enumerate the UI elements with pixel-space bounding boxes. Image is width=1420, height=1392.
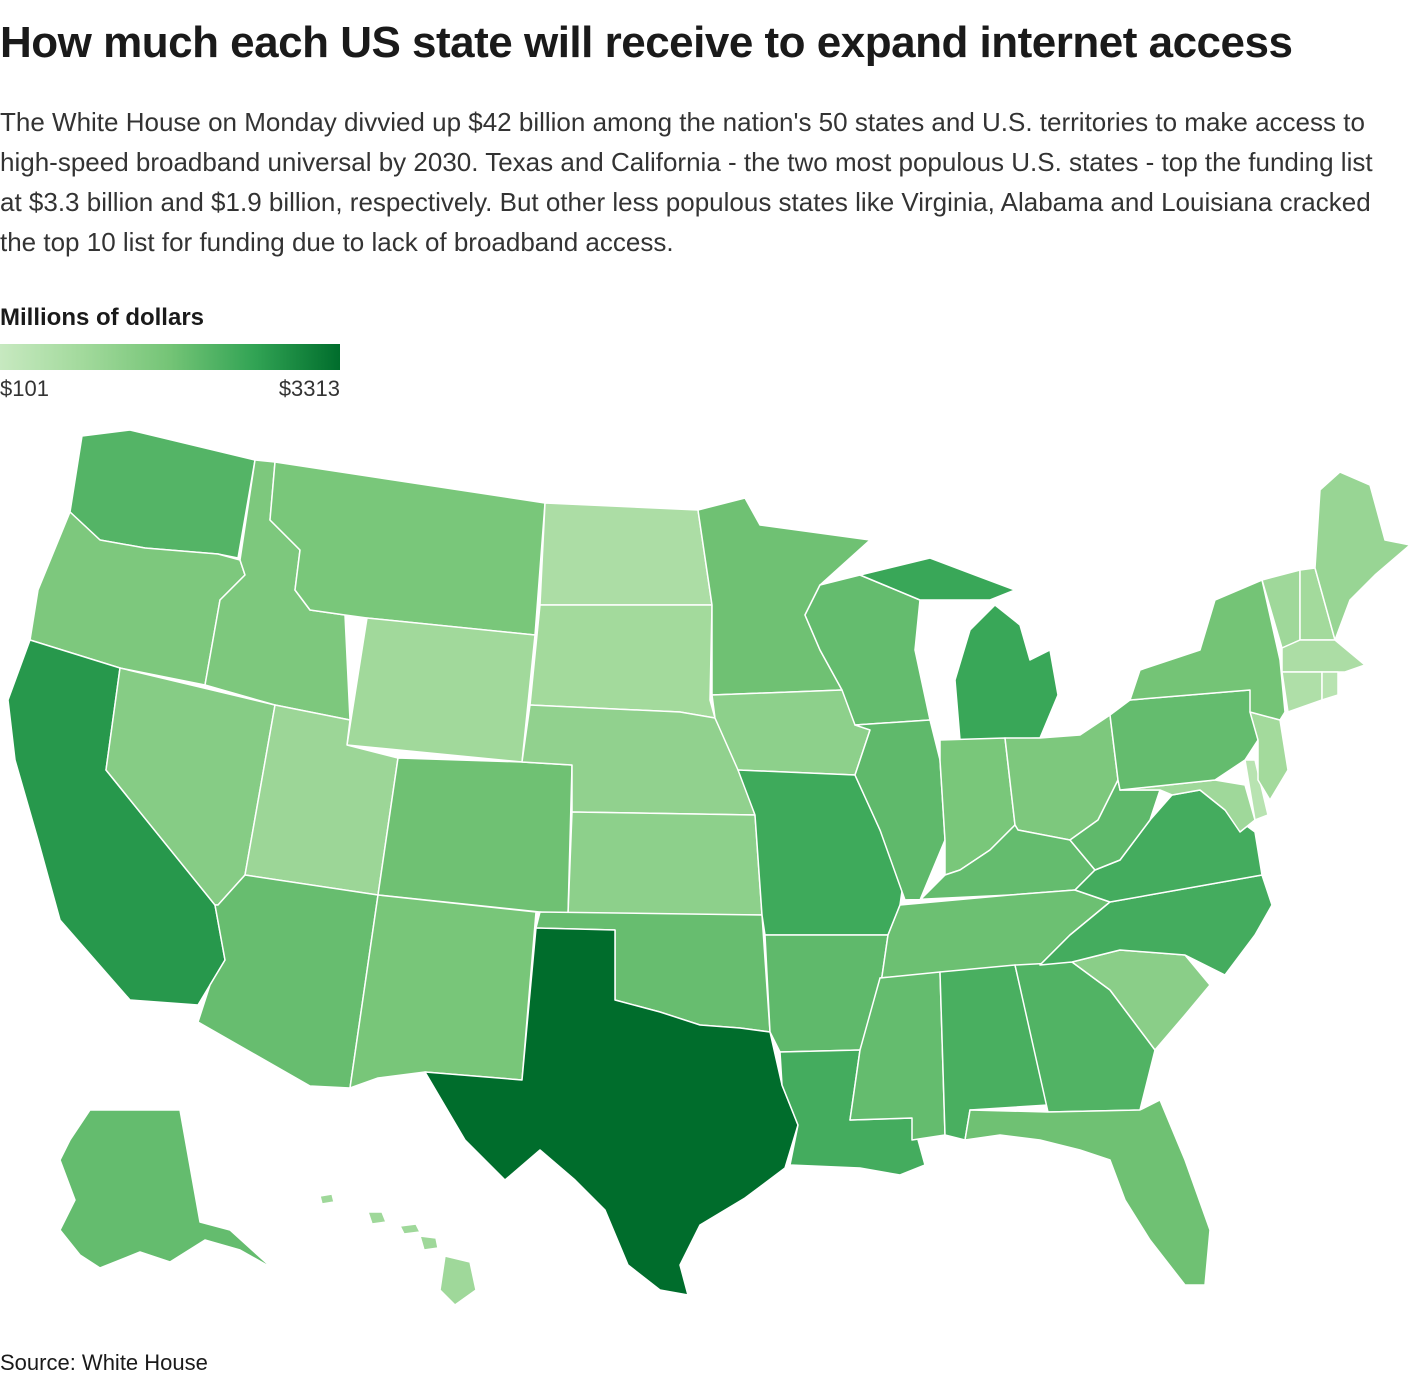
state-CT[interactable] [1281, 671, 1323, 713]
state-MI[interactable] [954, 604, 1059, 741]
state-MA[interactable] [1281, 639, 1366, 673]
state-DE[interactable] [1244, 759, 1269, 821]
legend-color-scale [0, 344, 340, 370]
legend-title: Millions of dollars [0, 304, 205, 331]
chart-title: How much each US state will receive to e… [0, 18, 1293, 67]
us-choropleth-map [7, 429, 1411, 1306]
state-NM[interactable] [349, 894, 537, 1089]
state-MD[interactable] [1119, 779, 1256, 833]
state-WY[interactable] [346, 617, 536, 763]
state-MI-upper[interactable] [859, 557, 1016, 601]
state-HI-5[interactable] [439, 1255, 477, 1306]
state-NY[interactable] [1129, 579, 1286, 721]
state-HI-3[interactable] [399, 1223, 421, 1235]
state-AK[interactable] [59, 1109, 273, 1269]
state-HI-2[interactable] [367, 1211, 387, 1225]
state-PA[interactable] [1109, 689, 1259, 791]
state-FL[interactable] [964, 1099, 1211, 1286]
legend-min-label: $101 [0, 376, 49, 401]
state-CO[interactable] [377, 757, 573, 916]
state-NC[interactable] [1039, 874, 1273, 976]
state-MT[interactable] [269, 461, 546, 636]
state-HI-1[interactable] [319, 1193, 335, 1205]
state-KS[interactable] [567, 811, 763, 916]
source-note: Source: White House [0, 1350, 208, 1375]
state-ND[interactable] [539, 502, 713, 606]
state-HI-4[interactable] [419, 1235, 439, 1251]
state-TX[interactable] [424, 927, 799, 1296]
state-AZ[interactable] [197, 874, 379, 1089]
state-SD[interactable] [529, 604, 716, 719]
chart-description: The White House on Monday divvied up $42… [0, 107, 1373, 257]
state-RI[interactable] [1321, 671, 1339, 701]
state-ME[interactable] [1314, 471, 1411, 641]
legend-max-label: $3313 [278, 376, 340, 401]
contiguous-states [7, 429, 1411, 1296]
outlying-states [59, 1109, 477, 1306]
